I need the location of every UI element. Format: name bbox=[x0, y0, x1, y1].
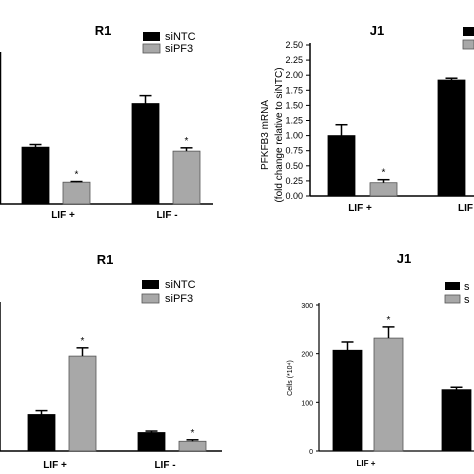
y-tick-label: 0.00 bbox=[285, 191, 303, 201]
y-axis-label: Cells (*10⁴) bbox=[287, 360, 294, 396]
bar-sintc bbox=[332, 349, 363, 452]
panel-title: J1 bbox=[370, 23, 384, 38]
bar-sipf3 bbox=[68, 355, 97, 452]
x-tick-label: LIF + bbox=[348, 203, 372, 214]
y-axis-label-line-2: (fold change relative to siNTC) bbox=[274, 67, 285, 202]
y-tick-label: 1.50 bbox=[285, 100, 303, 110]
y-tick-label: 2.50 bbox=[285, 40, 303, 50]
y-tick-label: 200 bbox=[301, 352, 313, 359]
legend-swatch-sipf3 bbox=[444, 294, 461, 304]
y-tick-label: 0.25 bbox=[285, 176, 303, 186]
x-tick-label: LIF - bbox=[154, 460, 175, 471]
y-tick-label: 0 bbox=[309, 449, 313, 456]
legend-swatch-sintc bbox=[463, 27, 474, 36]
significance-star: * bbox=[382, 168, 386, 179]
legend-label-sipf3: siPF3 bbox=[165, 43, 193, 55]
y-tick-label: 1.75 bbox=[285, 85, 303, 95]
legend-swatch-sipf3 bbox=[142, 43, 161, 54]
significance-star: * bbox=[185, 136, 189, 147]
panel-r1-mrna: R1 siNTC siPF3 * * LIF + LIF - bbox=[0, 23, 213, 221]
x-tick-label: LIF - bbox=[156, 210, 177, 221]
legend-label-sintc: siNTC bbox=[165, 279, 196, 291]
bar-sintc bbox=[327, 135, 356, 197]
y-tick-label: 0.50 bbox=[285, 161, 303, 171]
legend-label-sintc: s bbox=[464, 281, 470, 293]
bar-sipf3 bbox=[178, 440, 207, 452]
panel-j1-cells: J1 Cells (*10⁴) s s 0 100 200 300 * LIF + bbox=[287, 251, 474, 468]
significance-star: * bbox=[387, 315, 391, 326]
legend-swatch-sintc bbox=[445, 282, 460, 290]
panel-r1-cells: R1 siNTC siPF3 * * LIF + LIF - bbox=[0, 252, 222, 471]
y-tick-label: 300 bbox=[301, 303, 313, 310]
legend-swatch-sintc bbox=[143, 32, 160, 41]
y-axis-label-line-1: PFKFB3 mRNA bbox=[260, 100, 271, 170]
bar-sintc bbox=[437, 79, 466, 197]
panel-title: R1 bbox=[97, 252, 114, 267]
legend-swatch-sipf3 bbox=[141, 293, 160, 304]
legend-swatch-sintc bbox=[142, 280, 159, 289]
y-tick-label: 2.25 bbox=[285, 55, 303, 65]
y-tick-label: 100 bbox=[301, 400, 313, 407]
bar-sintc bbox=[27, 414, 56, 452]
significance-star: * bbox=[191, 428, 195, 439]
bar-sintc bbox=[131, 103, 160, 205]
bar-sipf3 bbox=[62, 181, 91, 205]
significance-star: * bbox=[81, 336, 85, 347]
panel-title: R1 bbox=[95, 23, 112, 38]
panel-title: J1 bbox=[397, 251, 411, 266]
panel-j1-mrna: J1 PFKFB3 mRNA (fold change relative to … bbox=[260, 23, 474, 214]
legend-swatch-sipf3 bbox=[462, 39, 474, 50]
x-tick-label: LIF + bbox=[357, 459, 376, 468]
y-tick-label: 1.25 bbox=[285, 116, 303, 126]
legend-label-sipf3: s bbox=[464, 294, 470, 306]
significance-star: * bbox=[75, 170, 79, 181]
x-tick-label: LIF bbox=[458, 203, 473, 214]
y-tick-label: 2.00 bbox=[285, 70, 303, 80]
bar-sipf3 bbox=[373, 337, 404, 452]
bar-sipf3 bbox=[369, 182, 398, 197]
bar-sintc bbox=[21, 146, 50, 205]
legend-label-sintc: siNTC bbox=[165, 31, 196, 43]
y-tick-label: 0.75 bbox=[285, 146, 303, 156]
bar-sintc bbox=[137, 432, 166, 452]
y-tick-label: 1.00 bbox=[285, 131, 303, 141]
x-tick-label: LIF + bbox=[51, 210, 75, 221]
bar-sipf3 bbox=[172, 150, 201, 205]
x-tick-label: LIF + bbox=[43, 460, 67, 471]
legend-label-sipf3: siPF3 bbox=[165, 293, 193, 305]
bar-sintc bbox=[441, 389, 472, 452]
